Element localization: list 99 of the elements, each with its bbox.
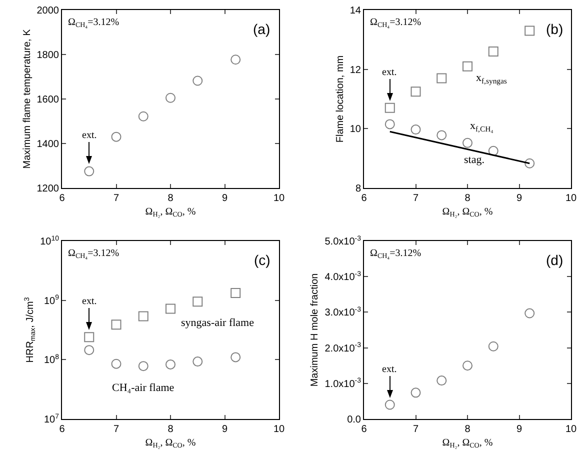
- annotation: ext.: [382, 364, 397, 375]
- point: [384, 102, 395, 113]
- annotation: ext.: [82, 130, 97, 141]
- x-tick-label: 6: [361, 424, 368, 435]
- point: [462, 61, 472, 72]
- x-tick-label: 9: [516, 424, 522, 435]
- point: [410, 388, 421, 398]
- x-tick-label: 6: [59, 193, 66, 204]
- point: [384, 400, 395, 410]
- annotation: (c): [254, 252, 270, 268]
- y-tick-label: 12: [350, 64, 362, 76]
- point: [111, 320, 122, 330]
- series-label: stag.: [464, 154, 485, 166]
- point: [192, 76, 203, 86]
- x-tick-label: 6: [361, 193, 368, 204]
- point: [488, 146, 498, 156]
- y-tick-label: 2.0x10$^{-3}$: [324, 342, 362, 354]
- x-tick-label: 10: [273, 424, 285, 435]
- annotation: Ω$_{CH₄}$=3.12%: [68, 248, 120, 260]
- point: [462, 360, 472, 371]
- x-tick-label: 7: [113, 193, 120, 204]
- x-tick-label: 10: [273, 193, 285, 204]
- y-tick-label: 1600: [36, 94, 60, 106]
- x-tick-label: 10: [565, 193, 577, 204]
- point: [192, 356, 203, 367]
- point: [230, 54, 241, 65]
- x-tick-label: 8: [168, 193, 174, 204]
- point: [230, 288, 241, 298]
- x-tick-label: 10: [565, 424, 577, 435]
- point: [84, 332, 94, 342]
- y-tick-label: 10: [350, 124, 362, 136]
- x-axis-title: Ω$_{H₂}$, Ω$_{CO}$, %: [145, 438, 196, 450]
- annotation: (b): [546, 21, 564, 37]
- x-tick-label: 9: [222, 193, 228, 204]
- y-tick-label: 4.0x10$^{-3}$: [324, 270, 362, 284]
- y-tick-label: 10$^{7}$: [44, 413, 60, 426]
- y-tick-label: 1400: [36, 139, 60, 150]
- x-tick-label: 7: [412, 193, 419, 204]
- series-label: x$_{f,CH₄}$: [470, 120, 494, 134]
- x-axis-title: Ω$_{H₂}$, Ω$_{CO}$, %: [442, 206, 493, 219]
- x-tick-label: 9: [222, 424, 228, 435]
- point: [524, 158, 535, 168]
- y-tick-label: 5.0x10$^{-3}$: [324, 235, 362, 248]
- annotation: Ω$_{CH₄}$=3.12%: [370, 17, 422, 30]
- point: [384, 119, 395, 130]
- point: [410, 86, 421, 97]
- annotation: Ω$_{CH₄}$=3.12%: [68, 17, 120, 30]
- point: [138, 361, 148, 372]
- y-axis-title: Maximum H mole fraction: [310, 273, 321, 387]
- x-axis-title: Ω$_{H₂}$, Ω$_{CO}$, %: [442, 438, 493, 450]
- x-tick-label: 8: [464, 424, 471, 435]
- point: [462, 138, 472, 148]
- point: [524, 26, 535, 36]
- point: [230, 352, 241, 362]
- point: [166, 359, 176, 370]
- point: [436, 376, 447, 386]
- point: [111, 132, 122, 142]
- y-axis-title: Flame location, mm: [334, 55, 346, 143]
- point: [138, 111, 148, 122]
- point: [84, 345, 94, 356]
- y-tick-label: 10$^{9}$: [44, 294, 60, 307]
- x-tick-label: 9: [516, 193, 522, 204]
- point: [166, 92, 176, 103]
- annotation: Ω$_{CH₄}$=3.12%: [370, 248, 422, 260]
- point: [192, 296, 203, 307]
- y-tick-label: 10$^{10}$: [40, 235, 60, 248]
- point: [84, 166, 94, 176]
- x-tick-label: 8: [168, 424, 174, 435]
- annotation: ext.: [382, 67, 397, 78]
- y-tick-label: 2000: [36, 6, 60, 16]
- x-tick-label: 7: [412, 424, 419, 435]
- point: [436, 130, 447, 140]
- annotation: (a): [253, 21, 270, 37]
- point: [138, 311, 148, 322]
- x-tick-label: 8: [464, 193, 471, 204]
- y-tick-label: 10$^{8}$: [44, 354, 60, 366]
- series-label: CH₄-air flame: [112, 382, 174, 394]
- point: [488, 46, 498, 57]
- y-tick-label: 1800: [36, 50, 60, 61]
- point: [410, 124, 421, 135]
- x-axis-title: Ω$_{H₂}$, Ω$_{CO}$, %: [145, 206, 196, 219]
- point: [436, 73, 447, 84]
- series-label: x$_{f,syngas}$: [476, 72, 507, 86]
- point: [166, 304, 176, 314]
- series-label: syngas-air flame: [181, 317, 254, 329]
- y-tick-label: 8: [355, 184, 362, 194]
- x-tick-label: 7: [113, 424, 120, 435]
- y-tick-label: 1.0x10$^{-3}$: [324, 378, 362, 390]
- point: [488, 341, 498, 352]
- point: [111, 358, 122, 369]
- y-tick-label: 0.0: [347, 414, 362, 426]
- y-axis-title: Maximum flame temperature, K: [22, 28, 33, 169]
- x-tick-label: 6: [59, 424, 66, 435]
- y-tick-label: 3.0x10$^{-3}$: [324, 306, 362, 319]
- y-tick-label: 14: [350, 6, 362, 16]
- annotation: ext.: [82, 296, 97, 307]
- point: [524, 308, 535, 318]
- y-tick-label: 1200: [36, 184, 60, 194]
- annotation: (d): [546, 252, 564, 268]
